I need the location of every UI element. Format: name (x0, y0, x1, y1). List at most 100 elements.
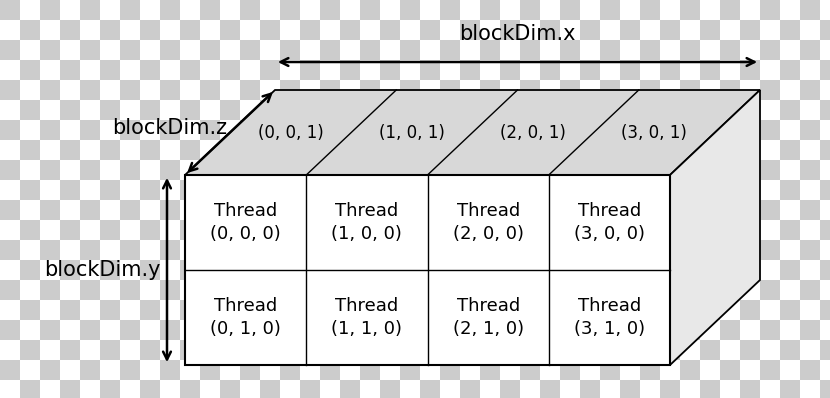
Bar (360, 80, 380, 100)
Bar (640, 180, 660, 200)
Bar (420, 380, 440, 398)
Bar (600, 40, 620, 60)
Text: Thread
(0, 1, 0): Thread (0, 1, 0) (210, 297, 281, 338)
Bar (440, 220, 460, 240)
Bar (520, 40, 540, 60)
Bar (360, 100, 380, 120)
Bar (0, 0, 20, 20)
Bar (620, 380, 640, 398)
Bar (180, 20, 200, 40)
Bar (160, 20, 180, 40)
Bar (480, 220, 500, 240)
Bar (420, 280, 440, 300)
Bar (20, 360, 40, 380)
Bar (560, 20, 580, 40)
Text: blockDim.z: blockDim.z (113, 117, 227, 137)
Bar (260, 0, 280, 20)
Bar (420, 340, 440, 360)
Bar (820, 340, 830, 360)
Bar (820, 140, 830, 160)
Bar (720, 380, 740, 398)
Bar (120, 240, 140, 260)
Bar (160, 220, 180, 240)
Bar (320, 20, 340, 40)
Bar (740, 100, 760, 120)
Bar (40, 300, 60, 320)
Bar (560, 260, 580, 280)
Bar (140, 300, 160, 320)
Bar (60, 300, 80, 320)
Bar (420, 60, 440, 80)
Bar (240, 300, 260, 320)
Bar (420, 240, 440, 260)
Bar (420, 200, 440, 220)
Bar (760, 20, 780, 40)
Bar (240, 180, 260, 200)
Bar (80, 60, 100, 80)
Bar (60, 80, 80, 100)
Bar (40, 100, 60, 120)
Bar (60, 100, 80, 120)
Bar (200, 0, 220, 20)
Bar (480, 280, 500, 300)
Bar (0, 220, 20, 240)
Bar (40, 120, 60, 140)
Bar (720, 220, 740, 240)
Bar (500, 20, 520, 40)
Bar (640, 80, 660, 100)
Bar (200, 280, 220, 300)
Bar (500, 340, 520, 360)
Polygon shape (185, 175, 670, 365)
Bar (780, 260, 800, 280)
Bar (260, 320, 280, 340)
Bar (320, 180, 340, 200)
Bar (460, 360, 480, 380)
Bar (520, 300, 540, 320)
Bar (620, 340, 640, 360)
Bar (500, 260, 520, 280)
Bar (700, 140, 720, 160)
Bar (520, 100, 540, 120)
Bar (180, 260, 200, 280)
Bar (80, 300, 100, 320)
Bar (320, 220, 340, 240)
Bar (60, 0, 80, 20)
Bar (640, 160, 660, 180)
Bar (200, 120, 220, 140)
Bar (20, 80, 40, 100)
Bar (340, 20, 360, 40)
Bar (260, 80, 280, 100)
Bar (240, 20, 260, 40)
Bar (400, 120, 420, 140)
Bar (180, 100, 200, 120)
Bar (720, 240, 740, 260)
Bar (580, 200, 600, 220)
Bar (240, 360, 260, 380)
Bar (680, 360, 700, 380)
Bar (720, 280, 740, 300)
Bar (600, 100, 620, 120)
Bar (480, 20, 500, 40)
Bar (120, 360, 140, 380)
Bar (480, 80, 500, 100)
Bar (320, 40, 340, 60)
Bar (700, 200, 720, 220)
Bar (180, 120, 200, 140)
Text: Thread
(0, 0, 0): Thread (0, 0, 0) (210, 202, 281, 243)
Bar (360, 280, 380, 300)
Bar (660, 240, 680, 260)
Bar (560, 300, 580, 320)
Bar (0, 240, 20, 260)
Bar (780, 200, 800, 220)
Bar (220, 300, 240, 320)
Bar (140, 120, 160, 140)
Bar (40, 360, 60, 380)
Bar (100, 40, 120, 60)
Bar (820, 360, 830, 380)
Bar (600, 260, 620, 280)
Bar (500, 220, 520, 240)
Bar (60, 120, 80, 140)
Bar (80, 220, 100, 240)
Bar (600, 360, 620, 380)
Bar (260, 340, 280, 360)
